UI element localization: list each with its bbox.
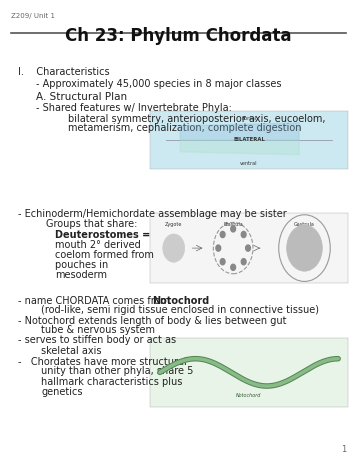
Circle shape [231, 264, 236, 270]
Bar [150, 338, 348, 407]
Text: ventral: ventral [240, 161, 258, 166]
Text: Notochord: Notochord [152, 296, 209, 306]
Text: - Shared features w/ Invertebrate Phyla:: - Shared features w/ Invertebrate Phyla: [36, 103, 232, 114]
Text: - Echinoderm/Hemichordate assemblage may be sister: - Echinoderm/Hemichordate assemblage may… [18, 209, 287, 219]
Text: coelom formed from: coelom formed from [55, 250, 154, 260]
Text: - Approximately 45,000 species in 8 major classes: - Approximately 45,000 species in 8 majo… [36, 79, 281, 89]
Circle shape [220, 231, 225, 237]
Text: Zygote: Zygote [165, 222, 182, 227]
Text: Notochord: Notochord [236, 393, 262, 398]
Circle shape [220, 259, 225, 265]
Text: Ch 23: Phylum Chordata: Ch 23: Phylum Chordata [65, 27, 292, 45]
Text: hallmark characteristics plus: hallmark characteristics plus [41, 377, 182, 387]
Circle shape [246, 245, 250, 251]
Circle shape [241, 259, 246, 265]
Text: skeletal axis: skeletal axis [41, 346, 101, 356]
Text: Blastula: Blastula [223, 222, 243, 227]
Text: tube & nervous system: tube & nervous system [41, 325, 155, 335]
Circle shape [216, 245, 221, 251]
Text: - Notochord extends length of body & lies between gut: - Notochord extends length of body & lie… [18, 316, 286, 326]
Circle shape [231, 226, 236, 232]
Text: dorsal: dorsal [241, 116, 257, 121]
Text: metamerism, cephalization, complete digestion: metamerism, cephalization, complete dige… [68, 123, 301, 134]
Text: -   Chordates have more structural: - Chordates have more structural [18, 357, 187, 367]
Bar [150, 111, 348, 169]
Circle shape [287, 225, 322, 271]
Circle shape [163, 234, 185, 262]
Text: (rod-like, semi rigid tissue enclosed in connective tissue): (rod-like, semi rigid tissue enclosed in… [41, 305, 319, 316]
Text: Gastrula: Gastrula [294, 222, 315, 227]
Text: genetics: genetics [41, 387, 82, 397]
Text: mouth 2° derived: mouth 2° derived [55, 240, 141, 250]
Text: unity than other phyla, share 5: unity than other phyla, share 5 [41, 366, 193, 377]
Circle shape [241, 231, 246, 237]
Text: - serves to stiffen body or act as: - serves to stiffen body or act as [18, 335, 176, 346]
Text: A. Structural Plan: A. Structural Plan [36, 92, 127, 103]
Text: Groups that share:: Groups that share: [46, 219, 138, 229]
Text: BILATERAL: BILATERAL [233, 137, 265, 142]
Text: - name CHORDATA comes from: - name CHORDATA comes from [18, 296, 173, 306]
Text: Deuterostomes =: Deuterostomes = [55, 230, 151, 240]
Text: Z209/ Unit 1: Z209/ Unit 1 [11, 13, 55, 19]
Text: I.    Characteristics: I. Characteristics [18, 67, 110, 77]
Bar [150, 213, 348, 283]
Text: 1: 1 [341, 445, 346, 454]
Text: bilateral symmetry, anterioposterior axis, eucoelom,: bilateral symmetry, anterioposterior axi… [68, 114, 325, 124]
Text: pouches in: pouches in [55, 260, 109, 270]
Text: mesoderm: mesoderm [55, 270, 107, 280]
